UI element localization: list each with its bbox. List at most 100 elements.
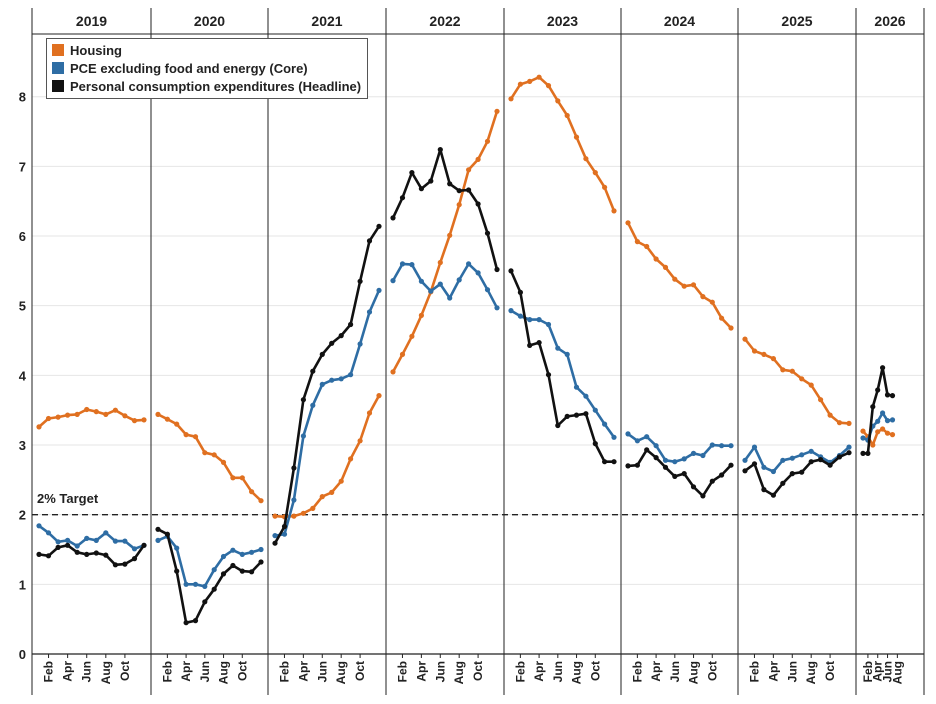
x-tick-label-2023-jun: Jun (551, 661, 565, 682)
series-1-point-83 (846, 444, 852, 450)
y-tick-label-0: 0 (19, 647, 26, 662)
x-tick-label-2020-jun: Jun (198, 661, 212, 682)
series-1-point-55 (573, 384, 580, 390)
x-tick-label-2023-oct: Oct (588, 661, 602, 681)
series-1-point-9 (122, 538, 128, 544)
series-2-point-31 (338, 333, 344, 339)
year-panels: 2019 2020 2021 2022 2023 2024 2025 2026 (31, 8, 925, 695)
series-2-point-90 (889, 393, 896, 399)
series-2-point-82 (836, 454, 843, 460)
legend-label-headline: Personal consumption expenditures (Headl… (70, 78, 362, 94)
series-0-point-83 (846, 420, 852, 426)
x-tick-label-2024-oct: Oct (705, 661, 719, 681)
series-0-point-32 (348, 456, 354, 462)
year-label-2023: 2023 (547, 13, 578, 29)
x-tick-label-2023-apr: Apr (532, 661, 546, 682)
x-tick-label-2026-apr: Apr (871, 661, 885, 682)
series-2-point-64 (662, 464, 669, 470)
series-2-line-2024 (626, 448, 733, 498)
x-tick-label-2025-aug: Aug (804, 661, 818, 684)
series-2-point-83 (846, 450, 852, 456)
series-0-point-58 (602, 184, 608, 190)
series-0-point-15 (183, 432, 189, 438)
series-2-point-85 (865, 450, 871, 456)
series-0-point-7 (103, 411, 109, 417)
series-1-point-67 (690, 450, 697, 456)
series-1-point-50 (527, 317, 533, 323)
series-0-point-71 (728, 325, 734, 331)
series-0-point-34 (366, 410, 373, 416)
series-2-point-0 (36, 551, 42, 558)
series-0-point-88 (880, 426, 886, 432)
legend-label-core: PCE excluding food and energy (Core) (70, 60, 308, 76)
series-2-point-1 (45, 553, 52, 559)
series-0-point-89 (884, 430, 891, 436)
series-1-point-76 (780, 457, 786, 463)
series-2-point-58 (602, 459, 608, 465)
series-0-point-68 (700, 294, 706, 300)
series-0-point-79 (808, 382, 814, 388)
series-2-point-3 (65, 542, 71, 548)
series-2-point-41 (437, 147, 443, 153)
series-2-point-71 (728, 462, 734, 468)
series-0-point-39 (418, 312, 424, 318)
series-2-point-44 (466, 187, 472, 193)
series-0-line-2024 (626, 221, 733, 330)
series-0-point-23 (258, 498, 264, 504)
series-0-point-18 (211, 452, 217, 458)
series-1-point-43 (456, 277, 462, 283)
series-lines (36, 74, 896, 626)
series-1-point-37 (399, 261, 406, 267)
series-1-point-4 (74, 543, 80, 549)
x-tick-label-2021-feb: Feb (277, 661, 291, 682)
series-1-point-40 (428, 288, 434, 294)
x-tick-label-2022-jun: Jun (433, 661, 447, 682)
series-2-point-27 (300, 397, 306, 403)
series-2-point-38 (409, 170, 415, 176)
series-0-point-74 (761, 351, 767, 357)
series-2-point-36 (390, 215, 396, 221)
series-2-point-59 (611, 459, 617, 465)
series-0-point-3 (65, 412, 71, 418)
series-2-point-24 (272, 540, 278, 546)
legend-swatch-core (52, 62, 64, 74)
series-2-point-57 (592, 441, 598, 447)
series-2-point-21 (239, 568, 245, 574)
series-0-point-51 (536, 74, 542, 80)
series-2-point-34 (366, 238, 373, 244)
series-2-point-55 (573, 412, 580, 418)
series-1-line-2019 (37, 524, 146, 551)
y-tick-label-6: 6 (19, 229, 26, 244)
series-2-point-5 (84, 551, 90, 558)
series-1-point-38 (409, 262, 415, 268)
x-tick-label-2020-feb: Feb (160, 661, 174, 682)
series-2-point-61 (634, 462, 641, 468)
series-2-point-6 (93, 550, 99, 556)
x-tick-label-2025-feb: Feb (747, 661, 761, 682)
year-label-2026: 2026 (874, 13, 905, 29)
series-0-point-10 (131, 418, 138, 424)
x-tick-label-2019-aug: Aug (99, 661, 113, 684)
series-1-point-88 (880, 410, 886, 416)
x-tick-label-2019-jun: Jun (80, 661, 94, 682)
series-1-point-2 (55, 539, 61, 545)
series-2 (36, 147, 896, 626)
series-2-point-10 (131, 556, 138, 562)
series-1-point-14 (174, 545, 180, 551)
series-0-point-56 (583, 156, 589, 162)
series-2-point-33 (357, 278, 363, 284)
series-2-point-40 (428, 178, 434, 184)
series-0-point-22 (249, 489, 255, 495)
series-2-point-73 (751, 461, 758, 467)
series-0-line-2019 (37, 408, 146, 429)
legend-swatch-housing (52, 44, 64, 56)
x-tick-label-2021-oct: Oct (353, 661, 367, 681)
series-2-point-7 (103, 552, 109, 558)
series-2-point-72 (742, 468, 748, 474)
series-0-point-17 (202, 450, 208, 456)
series-1-point-59 (611, 434, 617, 440)
series-0-point-63 (653, 256, 659, 262)
series-2-line-2022 (391, 148, 499, 271)
x-tick-label-2025-apr: Apr (766, 661, 780, 682)
series-2-point-51 (536, 340, 542, 346)
